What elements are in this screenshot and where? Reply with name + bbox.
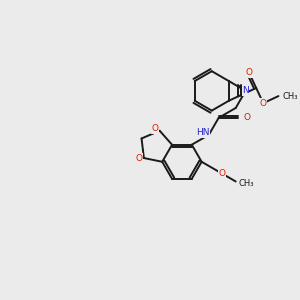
Text: HN: HN xyxy=(196,128,210,137)
Text: O: O xyxy=(246,68,253,77)
Text: O: O xyxy=(136,154,142,163)
Text: O: O xyxy=(243,113,250,122)
Text: N: N xyxy=(242,86,249,95)
Text: CH₃: CH₃ xyxy=(282,92,298,100)
Text: CH₃: CH₃ xyxy=(239,179,254,188)
Text: O: O xyxy=(218,169,225,178)
Text: O: O xyxy=(151,124,158,133)
Text: O: O xyxy=(260,99,267,108)
